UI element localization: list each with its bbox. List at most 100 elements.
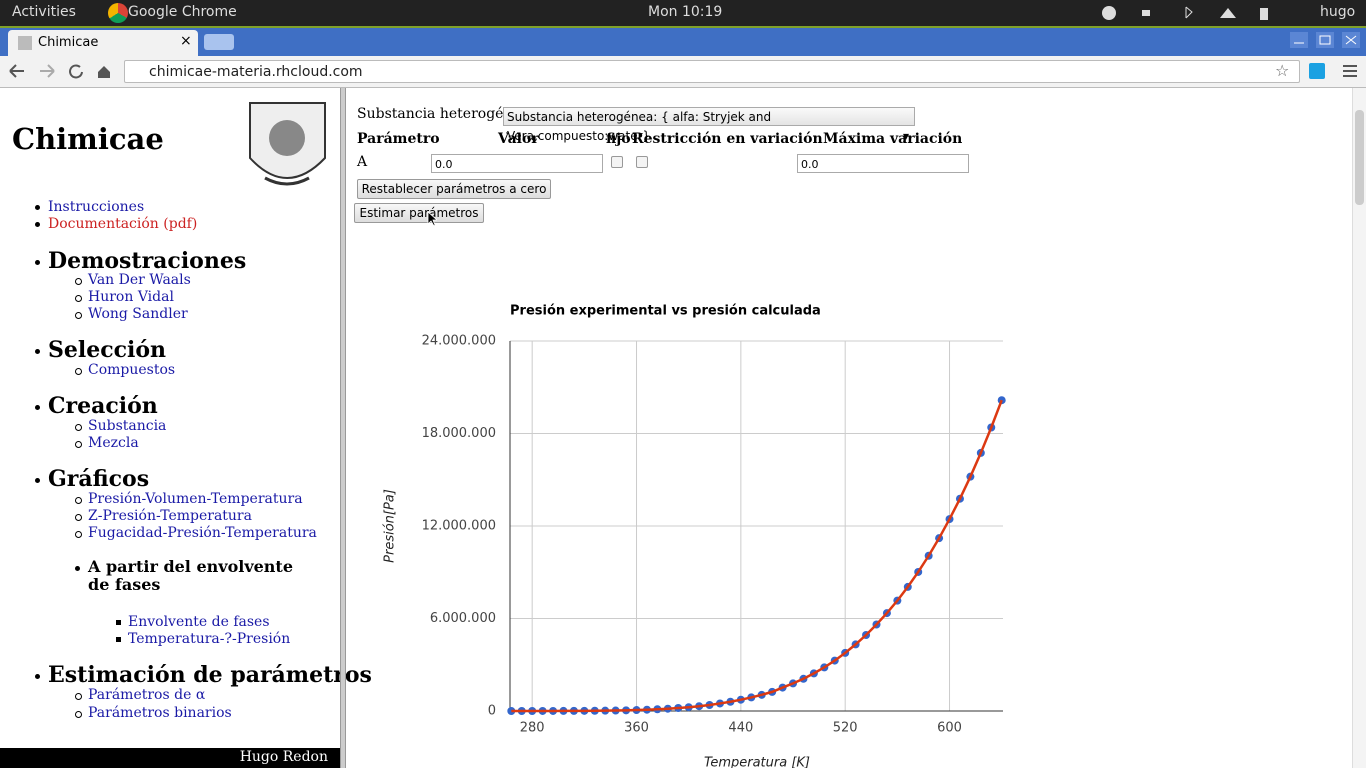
section-heading: Gráficos bbox=[48, 466, 150, 492]
bullet bbox=[35, 222, 40, 227]
x-tick-label: 360 bbox=[624, 721, 649, 736]
nav-link[interactable]: Mezcla bbox=[88, 435, 139, 451]
bullet bbox=[116, 620, 121, 625]
bullet bbox=[35, 478, 40, 483]
y-tick-label: 18.000.000 bbox=[422, 426, 496, 441]
section-heading: Creación bbox=[48, 393, 158, 419]
bullet bbox=[75, 711, 82, 718]
y-tick-label: 6.000.000 bbox=[430, 611, 496, 626]
bullet bbox=[35, 260, 40, 265]
x-tick-label: 600 bbox=[937, 721, 962, 736]
browser-frame: Chimicae × bbox=[0, 26, 1366, 56]
bullet bbox=[35, 205, 40, 210]
bullet bbox=[75, 312, 82, 319]
app-name: Google Chrome bbox=[128, 4, 237, 20]
x-tick-label: 280 bbox=[520, 721, 545, 736]
y-tick-label: 12.000.000 bbox=[422, 519, 496, 534]
y-tick-label: 0 bbox=[488, 704, 496, 719]
bullet bbox=[75, 368, 82, 375]
section-heading: Selección bbox=[48, 337, 167, 363]
nav-link[interactable]: Instrucciones bbox=[48, 199, 145, 215]
footer: Hugo Redon bbox=[0, 748, 340, 768]
nav-link[interactable]: Z-Presión-Temperatura bbox=[88, 508, 252, 524]
y-axis-label: Presión[Pa] bbox=[383, 489, 398, 563]
tab-favicon bbox=[18, 36, 32, 50]
bookmark-star[interactable]: ☆ bbox=[1275, 61, 1290, 80]
tab-close[interactable]: × bbox=[180, 33, 192, 49]
nav-link[interactable]: Parámetros binarios bbox=[88, 705, 232, 721]
substance-select[interactable]: Substancia heterogénea: { alfa: Stryjek … bbox=[503, 107, 915, 143]
nav-link[interactable]: Van Der Waals bbox=[88, 272, 191, 288]
system-bar: Activities Google Chrome Mon 10:19 hugo bbox=[0, 0, 1366, 26]
nav-link[interactable]: Huron Vidal bbox=[88, 289, 174, 305]
window-controls[interactable] bbox=[1290, 32, 1360, 48]
nav-link[interactable]: Parámetros de α bbox=[88, 687, 206, 703]
param-name: A bbox=[357, 154, 368, 170]
nav-link[interactable]: Compuestos bbox=[88, 362, 176, 378]
header: Restricción en variación bbox=[632, 131, 823, 147]
toolbar: chimicae-materia.rhcloud.com ☆ bbox=[0, 56, 1366, 88]
bullet bbox=[75, 278, 82, 285]
bullet bbox=[75, 441, 82, 448]
chrome-icon bbox=[108, 3, 128, 23]
bullet bbox=[75, 295, 82, 302]
nav-link[interactable]: Wong Sandler bbox=[88, 306, 188, 322]
section-heading: Demostraciones bbox=[48, 248, 247, 274]
restriction-checkbox[interactable] bbox=[636, 156, 648, 168]
select-text: Substancia heterogénea: { alfa: Stryjek … bbox=[507, 110, 772, 143]
site-title: Chimicae bbox=[12, 122, 164, 156]
x-axis-label: Temperatura [K] bbox=[704, 756, 810, 768]
extension-icon[interactable] bbox=[1309, 63, 1325, 79]
new-tab[interactable] bbox=[204, 34, 234, 50]
nav-link[interactable]: Presión-Volumen-Temperatura bbox=[88, 491, 303, 507]
x-tick-label: 520 bbox=[833, 721, 858, 736]
tab-title: Chimicae bbox=[38, 35, 99, 50]
reset-button[interactable]: Restablecer parámetros a cero bbox=[357, 179, 551, 199]
nav-buttons[interactable] bbox=[6, 62, 116, 82]
nav-link[interactable]: Envolvente de fases bbox=[128, 614, 270, 630]
menu-button[interactable] bbox=[1342, 64, 1358, 78]
header: Valor bbox=[498, 131, 539, 147]
activities[interactable]: Activities bbox=[12, 4, 76, 20]
fixed-checkbox[interactable] bbox=[611, 156, 623, 168]
scrollbar[interactable] bbox=[1352, 88, 1366, 768]
nav-link[interactable]: Fugacidad-Presión-Temperatura bbox=[88, 525, 317, 541]
header: Parámetro bbox=[357, 131, 440, 147]
y-tick-label: 24.000.000 bbox=[422, 334, 496, 349]
chart-title: Presión experimental vs presión calculad… bbox=[510, 304, 821, 319]
sub-heading: A partir del envolvente de fases bbox=[88, 557, 293, 594]
bullet bbox=[35, 405, 40, 410]
section-heading: Estimación de parámetros bbox=[48, 662, 372, 688]
substance-label: Substancia heterogénea bbox=[357, 106, 530, 122]
bullet bbox=[75, 531, 82, 538]
value-input[interactable]: 0.0 bbox=[431, 154, 603, 173]
url: chimicae-materia.rhcloud.com bbox=[149, 64, 363, 80]
bullet bbox=[75, 497, 82, 504]
bullet bbox=[75, 693, 82, 700]
status-icons[interactable] bbox=[1100, 6, 1268, 20]
footer-text: Hugo Redon bbox=[239, 749, 328, 765]
bullet bbox=[75, 566, 80, 571]
tab[interactable]: Chimicae × bbox=[8, 30, 198, 56]
bullet bbox=[35, 674, 40, 679]
x-tick-label: 440 bbox=[728, 721, 753, 736]
logo bbox=[245, 98, 330, 193]
divider bbox=[340, 88, 346, 768]
sidebar: Chimicae Instrucciones Documentación (pdf)… bbox=[0, 88, 372, 768]
user-menu[interactable]: hugo bbox=[1320, 4, 1356, 20]
max-variation-input[interactable]: 0.0 bbox=[797, 154, 969, 173]
nav-link[interactable]: Substancia bbox=[88, 418, 167, 434]
bullet bbox=[116, 637, 121, 642]
bullet bbox=[75, 514, 82, 521]
bullet bbox=[35, 349, 40, 354]
address-bar[interactable]: chimicae-materia.rhcloud.com ☆ bbox=[124, 60, 1300, 83]
header: fijo bbox=[606, 131, 631, 147]
clock[interactable]: Mon 10:19 bbox=[648, 4, 723, 20]
estimate-button[interactable]: Estimar parámetros bbox=[354, 203, 484, 223]
calculated-line bbox=[511, 399, 1003, 713]
cursor bbox=[427, 211, 437, 227]
nav-link[interactable]: Documentación (pdf) bbox=[48, 216, 198, 232]
nav-link[interactable]: Temperatura-?-Presión bbox=[128, 631, 291, 647]
